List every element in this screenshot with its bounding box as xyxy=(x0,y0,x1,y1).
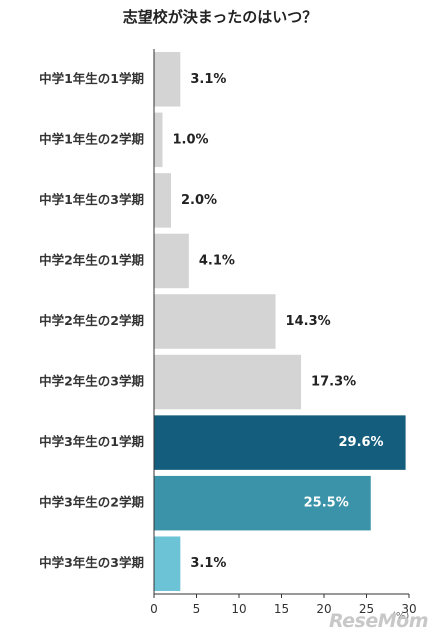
value-labels: 3.1% 1.0% 2.0% 4.1% 14.3% 17.3% 29.6% 25.5% 3.1% xyxy=(173,72,384,571)
x-tick-label: 15 xyxy=(274,602,289,616)
category-label: 中学2年生の1学期 xyxy=(39,252,144,267)
bars-layer xyxy=(154,52,406,591)
watermark-logo: ReseMom xyxy=(328,610,429,632)
bar xyxy=(154,354,302,410)
bar xyxy=(154,112,163,168)
chart-title: 志望校が決まったのはいつ？ xyxy=(122,8,318,26)
bar xyxy=(154,415,406,470)
bar xyxy=(154,475,371,531)
x-tick-label: 0 xyxy=(150,602,158,616)
value-label: 3.1% xyxy=(190,72,226,87)
x-tick-label: 30 xyxy=(401,602,416,616)
value-label: 14.3% xyxy=(286,314,331,329)
axis-unit-label: (%) xyxy=(392,611,410,622)
category-labels: 中学1年生の1学期中学1年生の2学期中学1年生の3学期中学2年生の1学期中学2年… xyxy=(39,71,144,570)
category-label: 中学2年生の2学期 xyxy=(39,313,144,328)
x-axis-ticks: 0 5 10 15 20 25 30 xyxy=(150,594,417,616)
category-label: 中学1年生の3学期 xyxy=(39,192,144,207)
value-label: 3.1% xyxy=(190,556,226,571)
bar xyxy=(154,173,171,228)
bar xyxy=(154,536,181,591)
value-label: 29.6% xyxy=(338,435,383,450)
value-label: 17.3% xyxy=(311,375,356,390)
x-tick-label: 5 xyxy=(193,602,201,616)
x-tick-label: 25 xyxy=(359,602,374,616)
category-label: 中学1年生の2学期 xyxy=(39,131,144,146)
bar xyxy=(154,233,189,289)
value-label: 4.1% xyxy=(199,253,235,268)
category-label: 中学3年生の2学期 xyxy=(39,495,144,510)
value-label: 2.0% xyxy=(181,193,217,208)
value-label: 25.5% xyxy=(304,496,349,511)
category-label: 中学2年生の3学期 xyxy=(39,374,144,389)
x-tick-label: 20 xyxy=(316,602,331,616)
bar xyxy=(154,52,181,107)
x-tick-label: 10 xyxy=(231,602,246,616)
value-label: 1.0% xyxy=(173,132,209,147)
category-label: 中学1年生の1学期 xyxy=(39,71,144,86)
bar xyxy=(154,294,276,349)
category-label: 中学3年生の1学期 xyxy=(39,434,144,449)
category-label: 中学3年生の3学期 xyxy=(39,555,144,570)
